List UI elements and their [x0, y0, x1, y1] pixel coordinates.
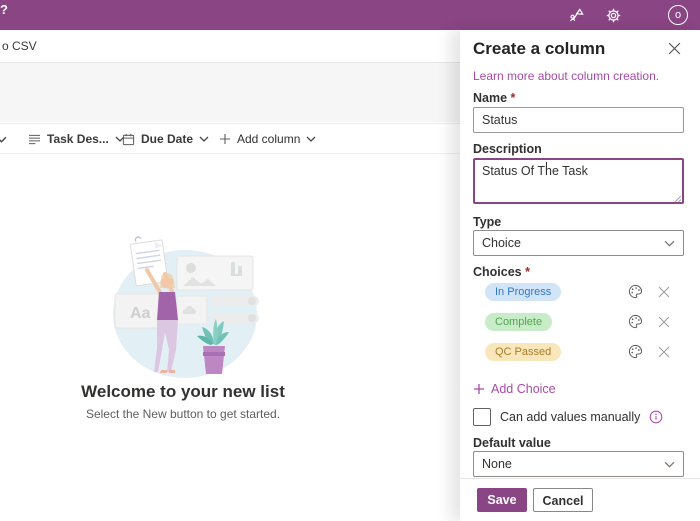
- required-asterisk: *: [510, 91, 516, 105]
- manual-values-checkbox[interactable]: [473, 408, 491, 426]
- chevron-down-icon: [664, 240, 675, 247]
- add-choice-button[interactable]: Add Choice: [473, 382, 556, 396]
- default-value-label: Default value: [473, 436, 551, 450]
- close-icon[interactable]: [668, 42, 684, 58]
- required-asterisk: *: [525, 265, 530, 279]
- remove-choice-icon[interactable]: [658, 286, 670, 298]
- palette-color-icon[interactable]: [628, 314, 643, 329]
- account-avatar[interactable]: o: [668, 5, 688, 25]
- help-icon[interactable]: ?: [0, 2, 8, 17]
- plus-icon: [474, 384, 484, 394]
- name-input[interactable]: [473, 107, 684, 133]
- text-cursor: [546, 162, 547, 175]
- plus-icon: [219, 133, 231, 145]
- settings-gear-icon[interactable]: [605, 7, 622, 24]
- chevron-down-icon: [199, 136, 209, 142]
- learn-more-link[interactable]: Learn more about column creation.: [473, 69, 660, 83]
- column-header-label: Task Des...: [47, 132, 109, 146]
- chevron-down-icon: [306, 136, 316, 142]
- type-label: Type: [473, 215, 502, 229]
- partial-column-chevron-icon[interactable]: [0, 124, 7, 154]
- empty-state-title: Welcome to your new list: [81, 382, 285, 401]
- default-value-select[interactable]: None: [473, 451, 684, 477]
- textarea-resize-handle[interactable]: [674, 195, 682, 203]
- chevron-down-icon: [664, 461, 675, 468]
- create-column-panel: Create a column Learn more about column …: [460, 30, 700, 521]
- empty-state-subtitle: Select the New button to get started.: [85, 407, 281, 421]
- choices-label: Choices *: [473, 265, 530, 279]
- add-choice-label: Add Choice: [491, 382, 556, 396]
- export-to-csv-button[interactable]: o CSV: [2, 39, 37, 53]
- type-select-value: Choice: [482, 236, 521, 250]
- calendar-icon: [122, 133, 135, 146]
- cancel-button[interactable]: Cancel: [533, 488, 593, 512]
- column-header-due-date[interactable]: Due Date: [122, 124, 209, 154]
- text-lines-icon: [28, 134, 41, 145]
- list-column-header-row: Task Des... Due Date Add column: [0, 123, 460, 154]
- add-column-label: Add column: [237, 132, 301, 146]
- illustration-aa-text: Aa: [130, 305, 151, 322]
- manual-values-row: Can add values manually: [473, 408, 663, 426]
- empty-list-illustration: Aa: [103, 232, 268, 382]
- choice-row: Complete: [485, 312, 670, 332]
- choice-pill[interactable]: In Progress: [485, 283, 562, 301]
- choice-row: In Progress: [485, 282, 670, 302]
- description-textarea[interactable]: Status Of The Task: [473, 158, 684, 204]
- palette-color-icon[interactable]: [628, 344, 643, 359]
- info-icon[interactable]: [649, 410, 663, 424]
- default-value: None: [482, 457, 512, 471]
- name-label: Name *: [473, 91, 516, 105]
- remove-choice-icon[interactable]: [658, 316, 670, 328]
- palette-color-icon[interactable]: [628, 284, 643, 299]
- remove-choice-icon[interactable]: [658, 346, 670, 358]
- empty-state-text: Welcome to your new list Select the New …: [58, 382, 308, 421]
- choice-row: QC Passed: [485, 342, 670, 362]
- save-button[interactable]: Save: [477, 488, 527, 512]
- chevron-down-icon: [115, 136, 125, 142]
- choice-pill[interactable]: Complete: [485, 313, 553, 331]
- manual-values-label[interactable]: Can add values manually: [500, 410, 641, 424]
- panel-title: Create a column: [473, 39, 606, 58]
- column-header-task-description[interactable]: Task Des...: [28, 124, 125, 154]
- footer-divider: [460, 478, 700, 479]
- type-select[interactable]: Choice: [473, 230, 684, 256]
- description-label: Description: [473, 142, 542, 156]
- column-header-label: Due Date: [141, 132, 194, 146]
- feedback-icon[interactable]: [568, 7, 585, 24]
- add-column-button[interactable]: Add column: [219, 124, 316, 154]
- choice-pill[interactable]: QC Passed: [485, 343, 562, 361]
- suite-top-bar: ? o: [0, 0, 700, 30]
